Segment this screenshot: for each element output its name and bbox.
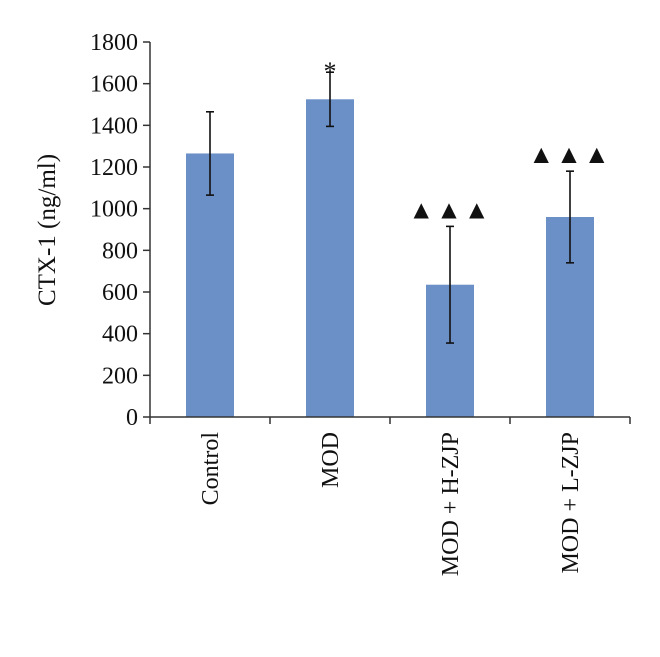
- y-tick-label: 1400: [90, 113, 138, 139]
- significance-annotation: *: [324, 57, 337, 86]
- y-tick-label: 1000: [90, 197, 138, 223]
- bar: [186, 153, 234, 418]
- bars: * ▲▲▲ ▲▲▲: [186, 57, 611, 418]
- y-axis: 0 200 400 600 800 1000 1200 1400 1600 1800: [90, 30, 151, 431]
- y-tick-label: 400: [102, 322, 138, 348]
- y-axis-title: CTX-1 (ng/ml): [34, 154, 61, 306]
- significance-annotation: ▲▲▲: [528, 140, 611, 169]
- bar: [306, 99, 354, 418]
- y-tick-label: 200: [102, 363, 138, 389]
- x-category-label: Control: [198, 432, 224, 506]
- significance-annotation: ▲▲▲: [408, 195, 491, 224]
- y-tick-label: 800: [102, 238, 138, 264]
- y-tick-label: 1600: [90, 72, 138, 98]
- x-category-label: MOD + L-ZJP: [558, 432, 584, 574]
- y-tick-label: 1200: [90, 155, 138, 181]
- x-category-label: MOD: [318, 432, 344, 488]
- y-tick-label: 600: [102, 280, 138, 306]
- x-category-label: MOD + H-ZJP: [438, 432, 464, 576]
- y-tick-label: 0: [126, 405, 138, 431]
- x-axis: Control MOD MOD + H-ZJP MOD + L-ZJP: [149, 416, 631, 576]
- y-tick-label: 1800: [90, 30, 138, 56]
